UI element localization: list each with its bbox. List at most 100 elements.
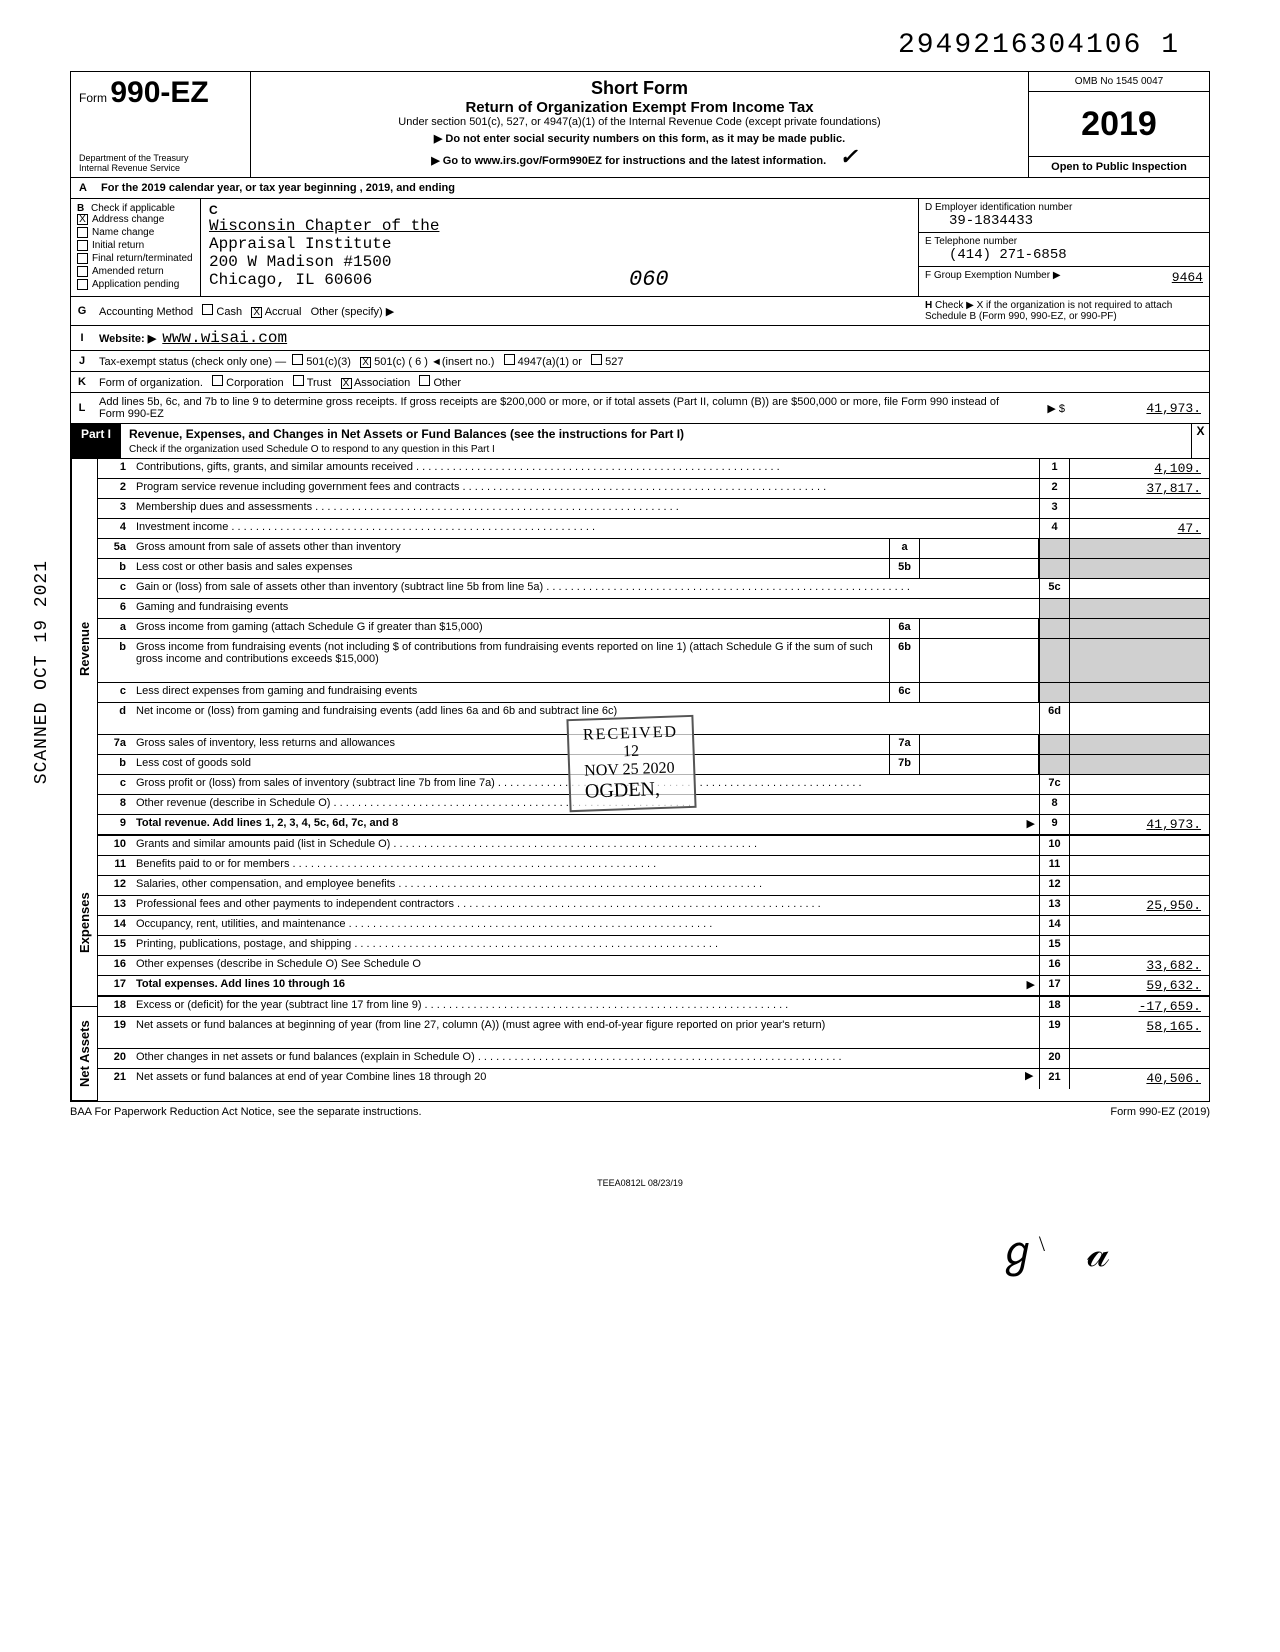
org-info-block: BCheck if applicable XAddress change Nam… (70, 199, 1210, 297)
checkbox-cash[interactable] (202, 304, 213, 315)
part-1-checkbox[interactable]: X (1191, 424, 1209, 458)
ln21-box: 21 (1039, 1069, 1069, 1089)
footer-right: Form 990-EZ (2019) (1110, 1106, 1210, 1118)
ln6d-num: d (98, 703, 132, 734)
ln3-num: 3 (98, 499, 132, 518)
ln7a-midval (919, 735, 1039, 754)
ln19-num: 19 (98, 1017, 132, 1048)
ln5a-shade2 (1069, 539, 1209, 558)
ln20-val (1069, 1049, 1209, 1068)
ln6-shade1 (1039, 599, 1069, 618)
ln14-val (1069, 916, 1209, 935)
ln21-val: 40,506. (1069, 1069, 1209, 1089)
ln6-num: 6 (98, 599, 132, 618)
part-1-check-note: Check if the organization used Schedule … (129, 444, 495, 455)
ln5b-shade1 (1039, 559, 1069, 578)
checkbox-trust[interactable] (293, 375, 304, 386)
ln2-num: 2 (98, 479, 132, 498)
checkbox-address-change[interactable]: X (77, 214, 88, 225)
handwritten-060: 060 (629, 267, 669, 292)
ln7b-mid: 7b (889, 755, 919, 774)
row-l-gross-receipts: L Add lines 5b, 6c, and 7b to line 9 to … (70, 393, 1210, 424)
form-number: 990-EZ (110, 76, 208, 109)
scanned-date-stamp: SCANNED OCT 19 2021 (32, 560, 52, 784)
ln11-val (1069, 856, 1209, 875)
ln6a-shade1 (1039, 619, 1069, 638)
checkbox-527[interactable] (591, 354, 602, 365)
row-j-tax-exempt: J Tax-exempt status (check only one) — 5… (70, 351, 1210, 372)
ln6b-desc: Gross income from fundraising events (no… (132, 639, 889, 682)
ln7a-mid: 7a (889, 735, 919, 754)
ln3-box: 3 (1039, 499, 1069, 518)
org-addr-1: 200 W Madison #1500 (209, 253, 910, 271)
form-org-label: Form of organization. (99, 377, 203, 389)
opt-527: 527 (605, 356, 623, 368)
row-k-form-org: K Form of organization. Corporation Trus… (70, 372, 1210, 393)
ln4-num: 4 (98, 519, 132, 538)
ln7a-desc: Gross sales of inventory, less returns a… (132, 735, 889, 754)
c-label: C (209, 203, 218, 217)
checkbox-corp[interactable] (212, 375, 223, 386)
name-change-label: Name change (92, 227, 154, 238)
ln18-val: -17,659. (1069, 997, 1209, 1016)
checkbox-amended[interactable] (77, 266, 88, 277)
ln5a-midval (919, 539, 1039, 558)
ln20-box: 20 (1039, 1049, 1069, 1068)
received-stamp: RECEIVED 12 NOV 25 2020 OGDEN, (566, 715, 696, 812)
ein-value: 39-1834433 (925, 213, 1203, 229)
ln14-desc: Occupancy, rent, utilities, and maintena… (132, 916, 1039, 935)
ln7a-shade1 (1039, 735, 1069, 754)
checkbox-assoc[interactable]: X (341, 378, 352, 389)
opt-assoc: Association (354, 377, 410, 389)
checkbox-name-change[interactable] (77, 227, 88, 238)
ln5b-num: b (98, 559, 132, 578)
org-name-2: Appraisal Institute (209, 235, 910, 253)
ssn-warning: ▶ Do not enter social security numbers o… (261, 132, 1018, 145)
checkbox-other-org[interactable] (419, 375, 430, 386)
form-under: Under section 501(c), 527, or 4947(a)(1)… (261, 116, 1018, 128)
group-exempt-label: F Group Exemption Number ▶ (925, 270, 1061, 281)
address-change-label: Address change (92, 214, 164, 225)
footer: BAA For Paperwork Reduction Act Notice, … (70, 1101, 1210, 1118)
ln13-desc: Professional fees and other payments to … (132, 896, 1039, 915)
ln19-box: 19 (1039, 1017, 1069, 1048)
phone-value: (414) 271-6858 (925, 247, 1203, 263)
row-a-tax-year: AFor the 2019 calendar year, or tax year… (70, 178, 1210, 199)
ln12-num: 12 (98, 876, 132, 895)
ln7b-desc: Less cost of goods sold (132, 755, 889, 774)
ln10-val (1069, 836, 1209, 855)
phone-label: E Telephone number (925, 236, 1017, 247)
ln2-box: 2 (1039, 479, 1069, 498)
ln6c-desc: Less direct expenses from gaming and fun… (132, 683, 889, 702)
accounting-method-label: Accounting Method (99, 306, 193, 318)
expenses-section-label: Expenses (71, 839, 97, 1007)
checkbox-app-pending[interactable] (77, 279, 88, 290)
ln20-num: 20 (98, 1049, 132, 1068)
ln3-val (1069, 499, 1209, 518)
ln5c-box: 5c (1039, 579, 1069, 598)
part-1-title: Revenue, Expenses, and Changes in Net As… (129, 427, 684, 441)
ln7c-box: 7c (1039, 775, 1069, 794)
ln4-val: 47. (1069, 519, 1209, 538)
ln8-val (1069, 795, 1209, 814)
netassets-section-label: Net Assets (71, 1007, 97, 1101)
checkbox-final-return[interactable] (77, 253, 88, 264)
ln6b-num: b (98, 639, 132, 682)
ln9-desc: Total revenue. Add lines 1, 2, 3, 4, 5c,… (136, 817, 398, 829)
ln17-num: 17 (98, 976, 132, 995)
ln7c-val (1069, 775, 1209, 794)
signature-initials: ℊ\ 𝒶 (70, 1188, 1210, 1279)
ln5a-mid: a (889, 539, 919, 558)
ln4-desc: Investment income (132, 519, 1039, 538)
checkbox-4947[interactable] (504, 354, 515, 365)
checkbox-accrual[interactable]: X (251, 307, 262, 318)
ln6c-num: c (98, 683, 132, 702)
checkbox-initial-return[interactable] (77, 240, 88, 251)
part-1-tag: Part I (71, 424, 121, 458)
ln6a-num: a (98, 619, 132, 638)
checkbox-501c[interactable]: X (360, 357, 371, 368)
checkbox-501c3[interactable] (292, 354, 303, 365)
ln13-box: 13 (1039, 896, 1069, 915)
part-1-grid: Revenue Expenses Net Assets RECEIVED 12 … (70, 459, 1210, 1102)
ln13-val: 25,950. (1069, 896, 1209, 915)
